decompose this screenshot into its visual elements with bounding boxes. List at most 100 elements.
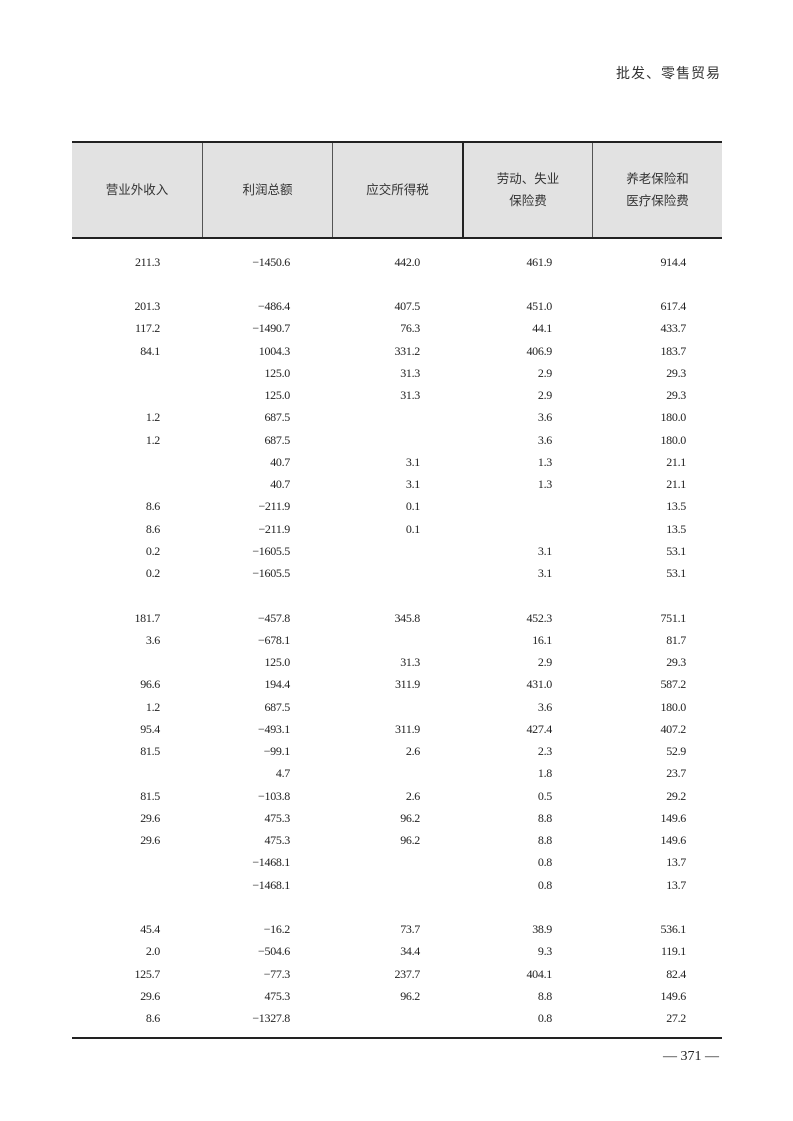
table-cell: 149.6 bbox=[660, 833, 686, 848]
table-row: 125.0 31.3 2.9 29.3 bbox=[72, 652, 722, 674]
table-cell: 29.6 bbox=[140, 833, 160, 848]
table-cell: 3.1 bbox=[405, 477, 420, 492]
table-cell: 125.0 bbox=[264, 655, 290, 670]
table-row: 8.6 −211.9 0.1 13.5 bbox=[72, 518, 722, 540]
table-row bbox=[72, 585, 722, 607]
table-cell: 687.5 bbox=[264, 699, 290, 714]
table-cell: 194.4 bbox=[264, 677, 290, 692]
table-cell: 1.3 bbox=[537, 477, 552, 492]
table-cell: 3.1 bbox=[405, 454, 420, 469]
table-cell: 2.9 bbox=[537, 365, 552, 380]
table-cell: −103.8 bbox=[258, 788, 290, 803]
table-row: −1468.1 0.8 13.7 bbox=[72, 852, 722, 874]
table-row: −1468.1 0.8 13.7 bbox=[72, 874, 722, 896]
table-cell: 475.3 bbox=[264, 810, 290, 825]
table-cell: 1004.3 bbox=[258, 343, 291, 358]
table-cell: 8.8 bbox=[537, 833, 552, 848]
table-cell: 433.7 bbox=[660, 321, 686, 336]
table-cell: 237.7 bbox=[394, 966, 420, 981]
table-cell: 536.1 bbox=[660, 922, 686, 937]
table-cell: 2.9 bbox=[537, 388, 552, 403]
table-cell: 475.3 bbox=[264, 833, 290, 848]
table-row bbox=[72, 896, 722, 918]
table-cell: 29.2 bbox=[666, 788, 686, 803]
table-cell: 687.5 bbox=[264, 432, 290, 447]
table-cell: 404.1 bbox=[526, 966, 552, 981]
table-row bbox=[72, 273, 722, 295]
table-row: 96.6 194.4 311.9 431.0 587.2 bbox=[72, 674, 722, 696]
table-cell: 84.1 bbox=[140, 343, 160, 358]
header-pension-medical-insurance: 养老保险和 医疗保险费 bbox=[592, 143, 722, 237]
table-cell: 4.7 bbox=[275, 766, 290, 781]
table-cell: 149.6 bbox=[660, 988, 686, 1003]
table-cell: 81.5 bbox=[140, 744, 160, 759]
table-cell: 95.4 bbox=[140, 721, 160, 736]
table-cell: 52.9 bbox=[666, 744, 686, 759]
table-row: 125.0 31.3 2.9 29.3 bbox=[72, 362, 722, 384]
table-cell: 40.7 bbox=[270, 477, 290, 492]
bottom-rule bbox=[72, 1037, 722, 1039]
table-cell: −493.1 bbox=[258, 721, 290, 736]
table-cell: 29.3 bbox=[666, 365, 686, 380]
table-cell: 149.6 bbox=[660, 810, 686, 825]
table-cell: 1.2 bbox=[145, 699, 160, 714]
table-cell: 81.7 bbox=[666, 632, 686, 647]
table-cell: 27.2 bbox=[666, 1011, 686, 1026]
table-cell: 431.0 bbox=[526, 677, 552, 692]
table-cell: 3.6 bbox=[537, 699, 552, 714]
table-cell: 3.6 bbox=[145, 632, 160, 647]
table-row: 201.3 −486.4 407.5 451.0 617.4 bbox=[72, 296, 722, 318]
table-cell: 8.8 bbox=[537, 810, 552, 825]
table-cell: 13.7 bbox=[666, 855, 686, 870]
table-row: 0.2 −1605.5 3.1 53.1 bbox=[72, 563, 722, 585]
table-cell: 125.7 bbox=[134, 966, 160, 981]
table-cell: 331.2 bbox=[394, 343, 420, 358]
table-cell: −504.6 bbox=[258, 944, 290, 959]
table-row: 117.2 −1490.7 76.3 44.1 433.7 bbox=[72, 318, 722, 340]
table-cell: 40.7 bbox=[270, 454, 290, 469]
table-row: 81.5 −99.1 2.6 2.3 52.9 bbox=[72, 741, 722, 763]
table-cell: 53.1 bbox=[666, 543, 686, 558]
table-cell: −1450.6 bbox=[252, 254, 290, 269]
table-cell: 31.3 bbox=[400, 388, 420, 403]
header-non-operating-income: 营业外收入 bbox=[105, 182, 169, 197]
table-cell: 180.0 bbox=[660, 432, 686, 447]
table-cell: 442.0 bbox=[394, 254, 420, 269]
table-cell: 119.1 bbox=[660, 944, 686, 959]
table-cell: 29.3 bbox=[666, 388, 686, 403]
table-cell: 427.4 bbox=[526, 721, 552, 736]
header-labor-unemployment-insurance: 劳动、失业 保险费 bbox=[462, 143, 592, 237]
table-cell: 38.9 bbox=[532, 922, 552, 937]
table-cell: −99.1 bbox=[263, 744, 291, 759]
table-cell: −1490.7 bbox=[252, 321, 290, 336]
table-cell: 0.5 bbox=[537, 788, 552, 803]
table-cell: 587.2 bbox=[660, 677, 686, 692]
table-cell: −211.9 bbox=[258, 521, 290, 536]
table-cell: 31.3 bbox=[400, 365, 420, 380]
table-row: 8.6 −1327.8 0.8 27.2 bbox=[72, 1008, 722, 1030]
table-cell: −1327.8 bbox=[252, 1011, 290, 1026]
table-cell: 687.5 bbox=[264, 410, 290, 425]
table-cell: −457.8 bbox=[258, 610, 290, 625]
table-cell: 8.6 bbox=[145, 499, 160, 514]
table-cell: 3.1 bbox=[537, 566, 552, 581]
table-cell: −211.9 bbox=[258, 499, 290, 514]
table-cell: 0.8 bbox=[537, 855, 552, 870]
table-cell: 8.6 bbox=[145, 521, 160, 536]
table-cell: 2.9 bbox=[537, 655, 552, 670]
table-cell: 2.3 bbox=[537, 744, 552, 759]
table-row: 211.3 −1450.6 442.0 461.9 914.4 bbox=[72, 251, 722, 273]
table-cell: 23.7 bbox=[666, 766, 686, 781]
table-cell: 345.8 bbox=[394, 610, 420, 625]
table-row: 29.6 475.3 96.2 8.8 149.6 bbox=[72, 830, 722, 852]
table-cell: −77.3 bbox=[263, 966, 291, 981]
table-cell: 461.9 bbox=[526, 254, 552, 269]
table-cell: −486.4 bbox=[258, 299, 290, 314]
table-cell: 452.3 bbox=[526, 610, 552, 625]
table-cell: 451.0 bbox=[526, 299, 552, 314]
table-cell: 16.1 bbox=[532, 632, 552, 647]
table-cell: 2.0 bbox=[145, 944, 160, 959]
table-cell: 180.0 bbox=[660, 410, 686, 425]
table-cell: −1605.5 bbox=[252, 566, 290, 581]
table-row: 4.7 1.8 23.7 bbox=[72, 763, 722, 785]
